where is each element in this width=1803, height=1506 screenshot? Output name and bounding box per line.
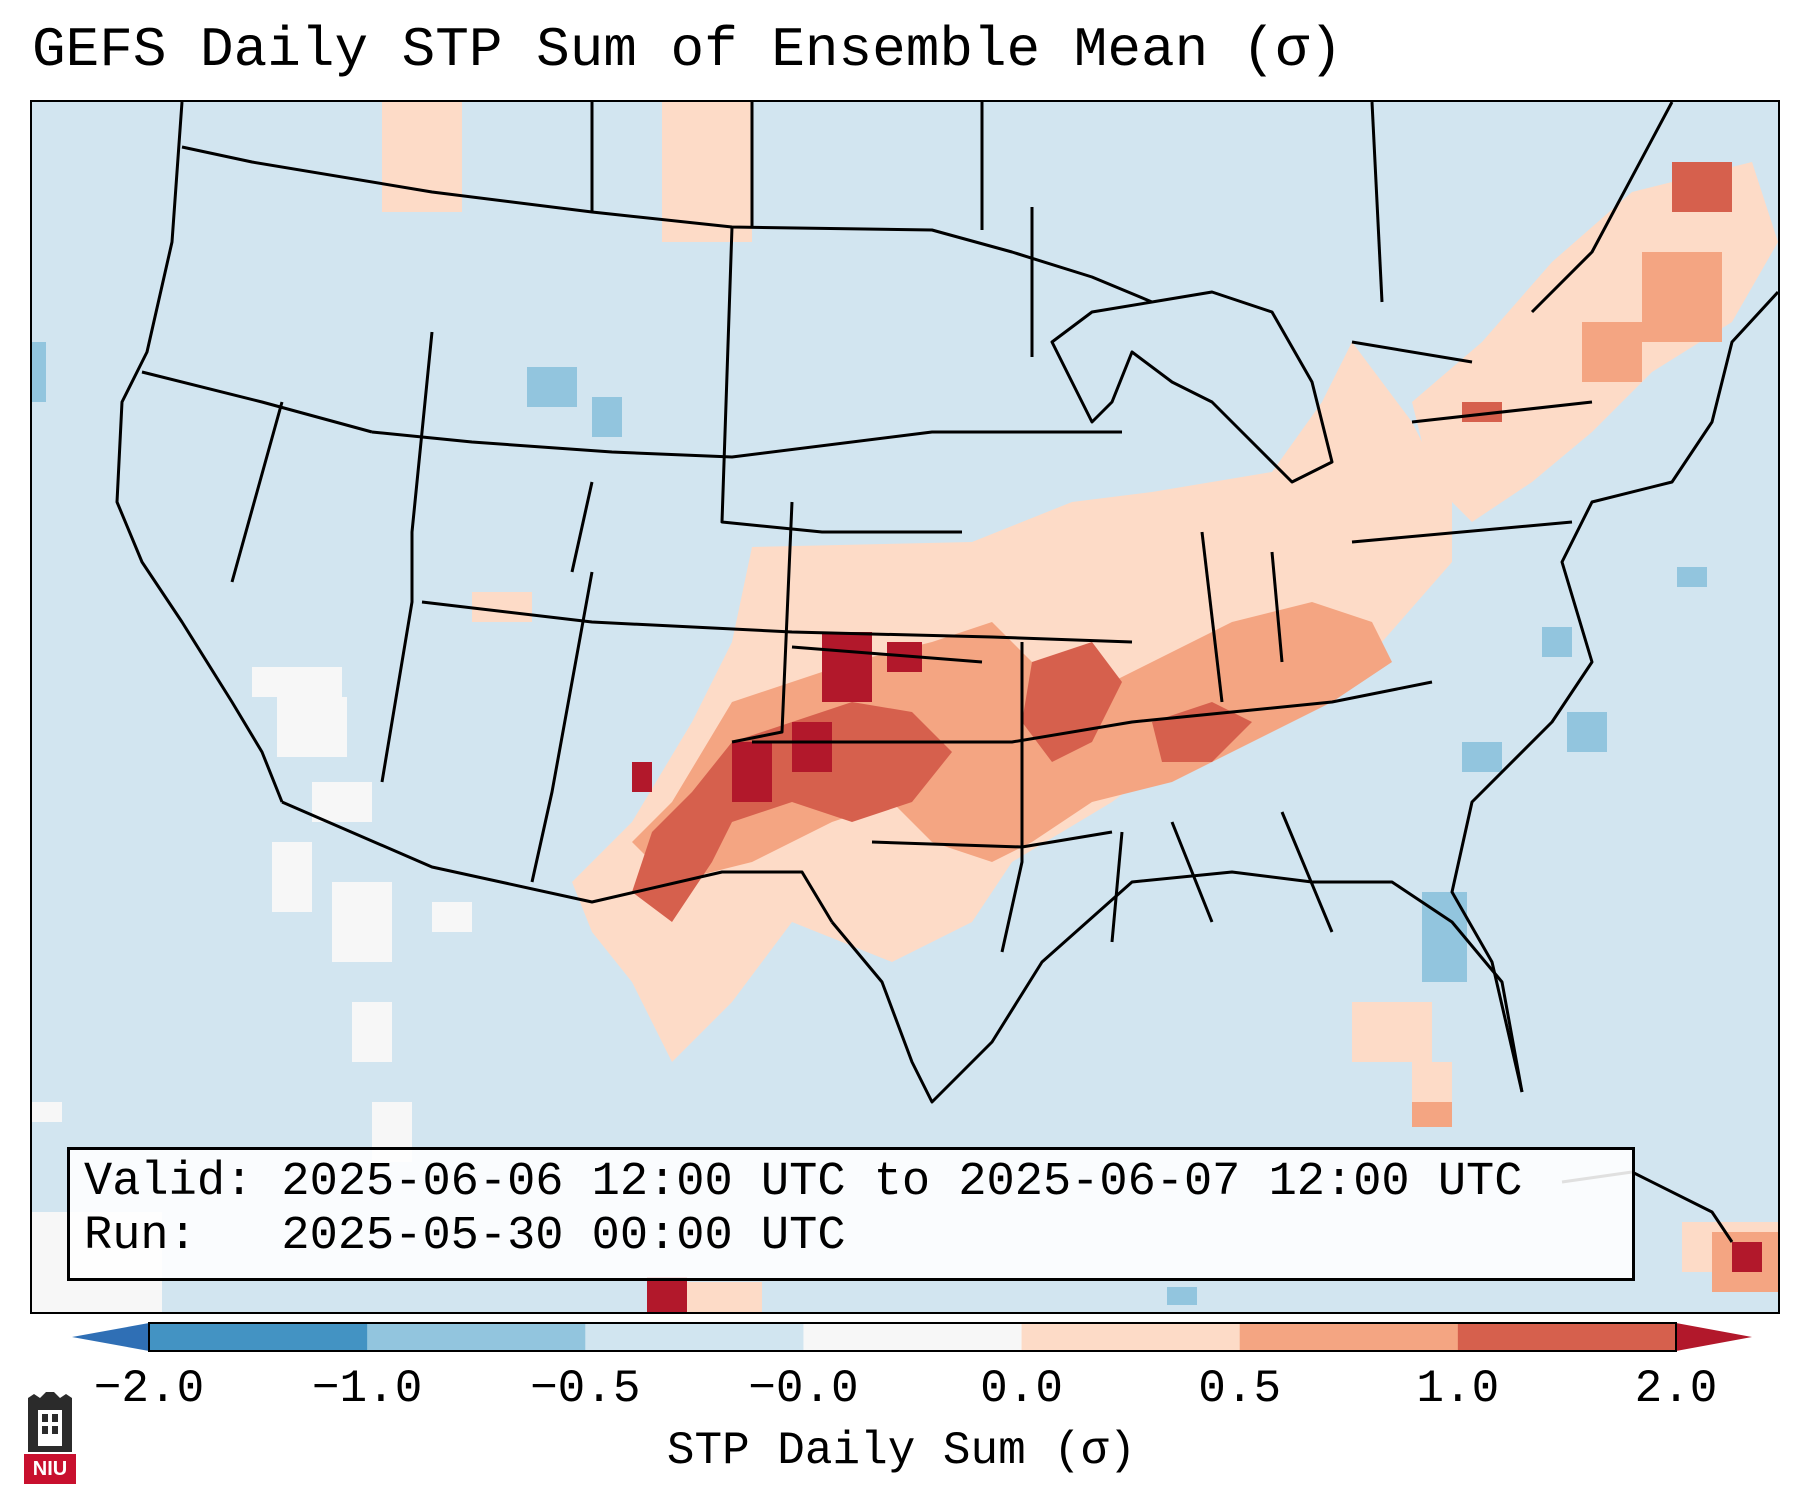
colorbar-tick-label: −0.5 <box>530 1363 641 1415</box>
colorbar-segment <box>149 1323 368 1351</box>
run-time-text: Run: 2025-05-30 00:00 UTC <box>84 1210 846 1263</box>
colorbar-over-triangle <box>1676 1323 1752 1351</box>
colorbar-label: STP Daily Sum (σ) <box>666 1425 1137 1477</box>
niu-logo: NIU <box>20 1390 80 1490</box>
colorbar-tick-label: 2.0 <box>1634 1363 1718 1415</box>
colorbar-tick-label: −2.0 <box>93 1363 205 1415</box>
colorbar-segment <box>803 1323 1023 1351</box>
colorbar-segment <box>1239 1323 1459 1351</box>
colorbar-tick-label: 0.0 <box>980 1363 1063 1415</box>
colorbar-segment <box>585 1323 804 1351</box>
university-tower-icon <box>24 1392 76 1484</box>
map-canvas <box>32 102 1778 1312</box>
negative-anomaly-areas <box>32 342 1707 1305</box>
colorbar-segment <box>1457 1323 1677 1351</box>
colorbar-tick-label: 1.0 <box>1416 1363 1500 1415</box>
colorbar-under-triangle <box>72 1323 149 1351</box>
logo-text: NIU <box>32 1458 68 1480</box>
map-boundaries <box>115 102 1778 1243</box>
chart-title: GEFS Daily STP Sum of Ensemble Mean (σ) <box>32 18 1343 82</box>
colorbar <box>72 1322 1752 1352</box>
colorbar-segments <box>149 1323 1677 1351</box>
colorbar-tick-label: −1.0 <box>311 1363 423 1415</box>
colorbar-tick-label: 0.5 <box>1198 1363 1282 1415</box>
colorbar-segment <box>367 1323 586 1351</box>
map-panel[interactable] <box>30 100 1780 1314</box>
colorbar-outline <box>148 1322 1677 1352</box>
colorbar-tick-label: −0.0 <box>748 1363 859 1415</box>
colorbar-segment <box>1021 1323 1241 1351</box>
valid-time-text: Valid: 2025-06-06 12:00 UTC to 2025-06-0… <box>84 1156 1523 1209</box>
valid-run-info-box: Valid: 2025-06-06 12:00 UTC to 2025-06-0… <box>67 1147 1635 1281</box>
